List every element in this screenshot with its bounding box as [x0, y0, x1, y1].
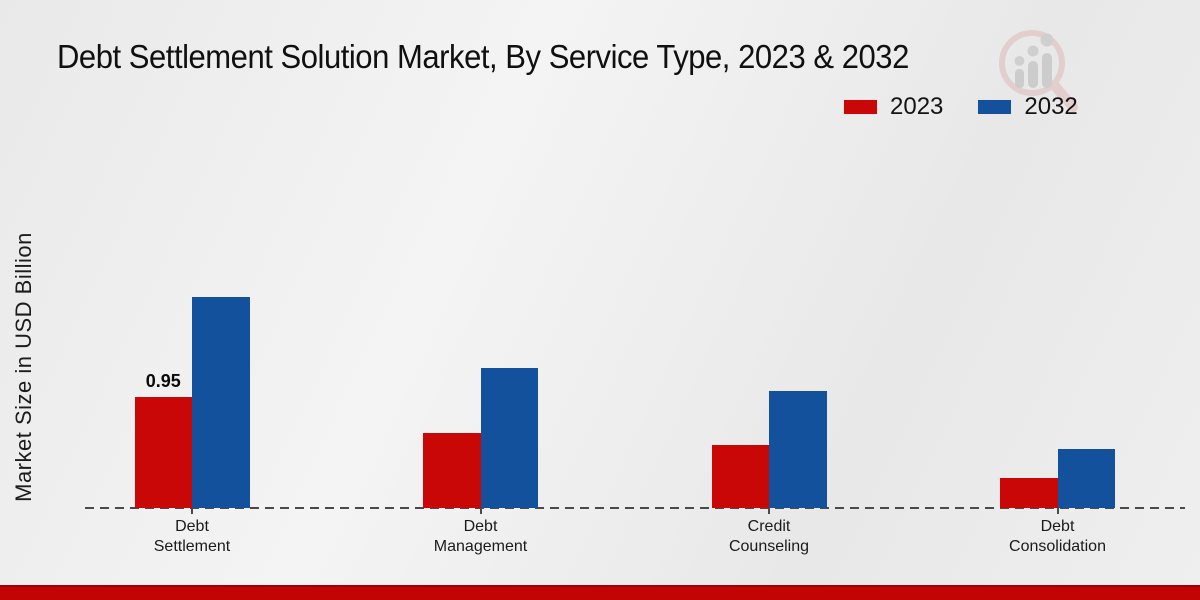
magnifier-handle-icon	[1050, 81, 1078, 112]
chart-title: Debt Settlement Solution Market, By Serv…	[57, 38, 909, 75]
value-label-2023-debt-settlement: 0.95	[145, 371, 181, 391]
legend-swatch-2032	[977, 99, 1013, 115]
bar-2032-debt-consolidation	[1057, 449, 1115, 508]
y-axis-label: Market Size in USD Billion	[11, 232, 36, 502]
category-label-line: Consolidation	[1009, 538, 1106, 555]
bar-2023-debt-settlement	[134, 397, 192, 508]
watermark-bar-icon	[1015, 69, 1024, 88]
category-label-debt-management: Debt Management	[386, 517, 576, 557]
watermark-dot-icon	[1040, 33, 1054, 47]
category-label-line: Counseling	[728, 538, 810, 555]
axis-tick-debt-consolidation	[1056, 508, 1059, 514]
category-label-debt-consolidation: Debt Consolidation	[963, 517, 1153, 557]
watermark-bar-icon	[1028, 61, 1038, 88]
footer-red-band	[0, 585, 1200, 600]
axis-tick-debt-settlement	[191, 508, 193, 514]
category-label-line: Debt	[175, 518, 209, 535]
bar-2032-credit-counseling	[769, 391, 827, 508]
bar-2023-credit-counseling	[711, 445, 769, 508]
bar-2032-debt-management	[480, 368, 538, 508]
category-label-line: Debt	[463, 518, 498, 535]
bar-2023-debt-management	[423, 433, 481, 508]
plot-area: Debt Settlement Debt Management Credit Counse…	[85, 88, 1185, 555]
legend-label-2032: 2032	[1024, 93, 1078, 120]
watermark-dot-icon	[1027, 45, 1039, 57]
category-label-credit-counseling: Credit Counseling	[674, 517, 864, 557]
magnifier-lens-icon	[999, 30, 1065, 96]
category-label-line: Credit	[747, 518, 791, 535]
axis-tick-credit-counseling	[768, 508, 770, 514]
magnifier-chart-watermark-icon	[999, 30, 1078, 112]
watermark-dot-icon	[1014, 56, 1025, 66]
category-label-line: Management	[433, 538, 528, 555]
bar-2032-debt-settlement	[192, 297, 250, 508]
watermark-bar-icon	[1042, 53, 1052, 88]
legend-swatch-2023	[843, 99, 878, 115]
category-label-debt-settlement: Debt Settlement	[97, 517, 287, 557]
legend-item-2032: 2032	[977, 93, 1078, 121]
legend: 2023 2032	[843, 93, 1078, 121]
x-axis-baseline	[85, 507, 1185, 509]
category-label-line: Settlement	[153, 538, 231, 555]
category-label-line: Debt	[1040, 518, 1075, 535]
legend-label-2023: 2023	[890, 93, 944, 120]
bar-2023-debt-consolidation	[1000, 478, 1058, 508]
legend-item-2023: 2023	[843, 93, 943, 121]
axis-tick-debt-management	[479, 508, 482, 514]
